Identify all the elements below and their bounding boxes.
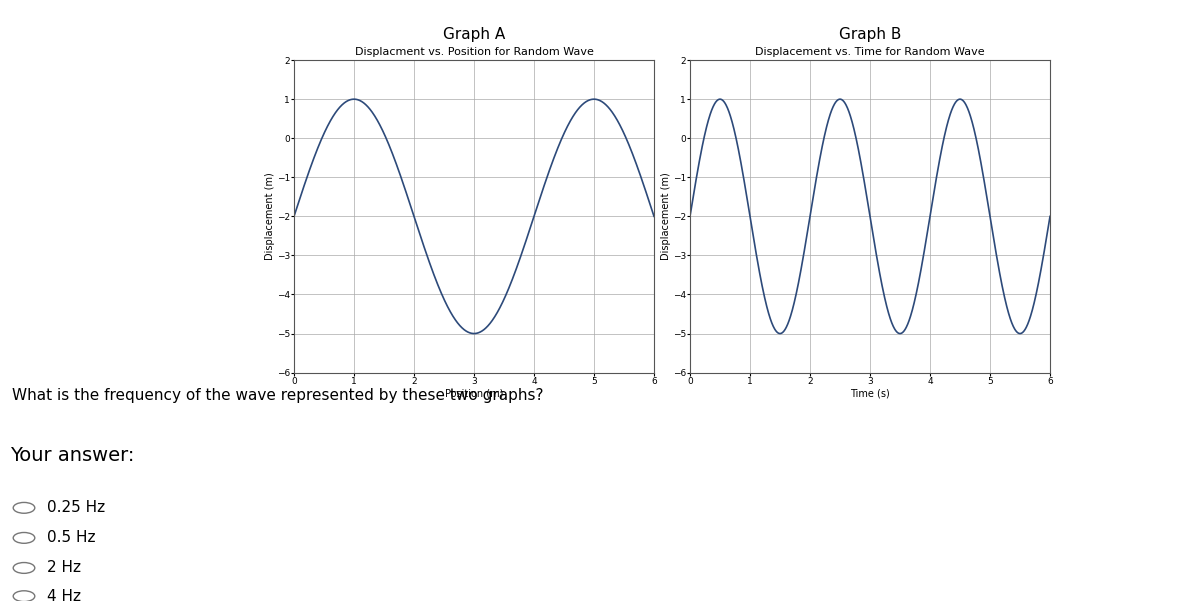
Text: Graph B: Graph B bbox=[839, 27, 901, 42]
Y-axis label: Displacement (m): Displacement (m) bbox=[661, 172, 671, 260]
Text: 0.25 Hz: 0.25 Hz bbox=[47, 501, 104, 515]
Text: Your answer:: Your answer: bbox=[10, 446, 134, 465]
Text: Graph A: Graph A bbox=[443, 27, 505, 42]
X-axis label: Time (s): Time (s) bbox=[850, 389, 890, 398]
Text: 2 Hz: 2 Hz bbox=[47, 561, 80, 575]
Title: Displacment vs. Position for Random Wave: Displacment vs. Position for Random Wave bbox=[354, 46, 594, 56]
Y-axis label: Displacement (m): Displacement (m) bbox=[265, 172, 275, 260]
Text: 4 Hz: 4 Hz bbox=[47, 589, 80, 601]
Text: 0.5 Hz: 0.5 Hz bbox=[47, 531, 95, 545]
X-axis label: Position (m): Position (m) bbox=[445, 389, 503, 398]
Title: Displacement vs. Time for Random Wave: Displacement vs. Time for Random Wave bbox=[755, 46, 985, 56]
Text: What is the frequency of the wave represented by these two graphs?: What is the frequency of the wave repres… bbox=[12, 388, 544, 403]
